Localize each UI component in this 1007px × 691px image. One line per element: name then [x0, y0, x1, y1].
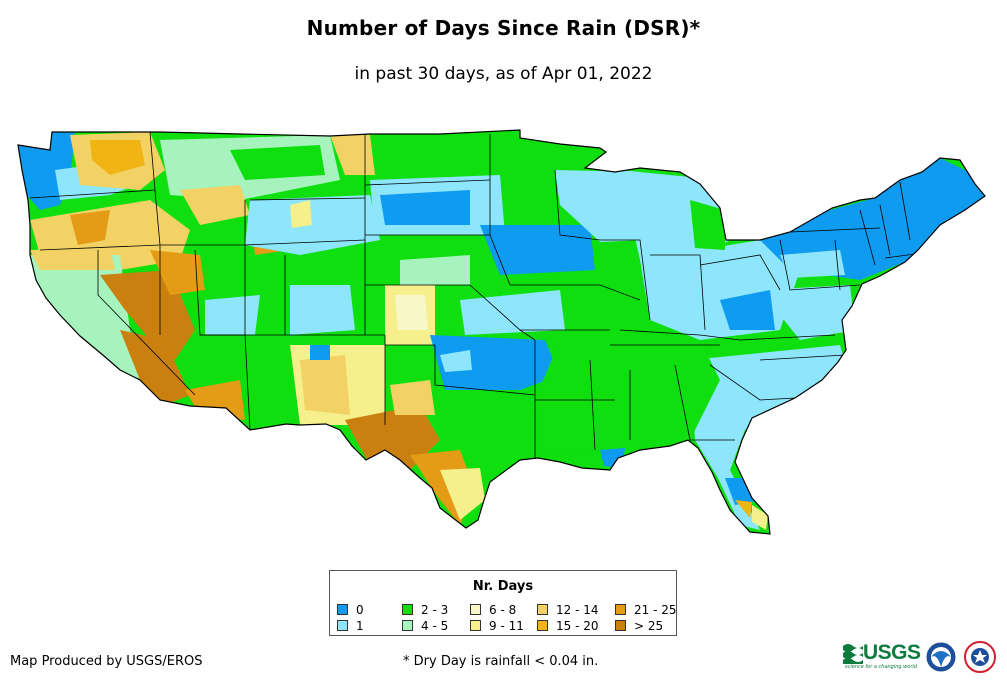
- legend-item: 21 - 25: [615, 602, 677, 617]
- credit-text: Map Produced by USGS/EROS: [10, 654, 203, 669]
- map-subtitle: in past 30 days, as of Apr 01, 2022: [354, 64, 653, 84]
- legend-item: 2 - 3: [402, 602, 449, 617]
- legend-title: Nr. Days: [472, 579, 534, 594]
- legend-swatch: [537, 620, 548, 631]
- usgs-logo: USGS science for a changing world: [843, 640, 921, 670]
- dsr-map: [17, 129, 986, 535]
- legend-item: 6 - 8: [470, 602, 517, 617]
- legend-swatch: [470, 620, 481, 631]
- legend-swatch: [537, 604, 548, 615]
- legend-item: 12 - 14: [537, 602, 599, 617]
- legend-swatch: [337, 620, 348, 631]
- noaa-logo: [925, 641, 957, 673]
- legend-label: 6 - 8: [489, 602, 517, 617]
- usgs-wordmark: USGS: [863, 641, 921, 664]
- legend-label: 2 - 3: [421, 602, 449, 617]
- legend-label: 12 - 14: [556, 602, 599, 617]
- footnote-text: * Dry Day is rainfall < 0.04 in.: [403, 654, 599, 669]
- legend-label: 9 - 11: [489, 618, 524, 633]
- map-title: Number of Days Since Rain (DSR)*: [306, 16, 701, 40]
- legend-item: 15 - 20: [537, 618, 599, 633]
- legend-label: 21 - 25: [634, 602, 677, 617]
- legend-label: 15 - 20: [556, 618, 599, 633]
- legend-swatch: [470, 604, 481, 615]
- legend-swatch: [337, 604, 348, 615]
- legend-item: 4 - 5: [402, 618, 449, 633]
- legend-label: 0: [356, 602, 364, 617]
- legend-label: 1: [356, 618, 364, 633]
- legend-item: 9 - 11: [470, 618, 524, 633]
- legend-swatch: [615, 604, 626, 615]
- legend-swatch: [615, 620, 626, 631]
- legend-item: > 25: [615, 618, 664, 633]
- legend-label: > 25: [634, 618, 664, 633]
- legend-label: 4 - 5: [421, 618, 449, 633]
- legend-item: 0: [337, 602, 364, 617]
- usgs-tagline: science for a changing world: [845, 664, 917, 670]
- legend-swatch: [402, 604, 413, 615]
- legend-item: 1: [337, 618, 364, 633]
- nws-logo: [964, 641, 996, 673]
- legend-swatch: [402, 620, 413, 631]
